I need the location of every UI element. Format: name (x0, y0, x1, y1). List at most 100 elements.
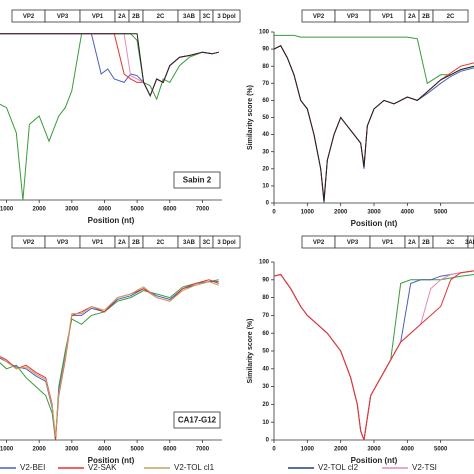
series-line (0, 33, 219, 98)
x-tick-label: 3000 (367, 210, 381, 216)
x-tick-label: 2000 (334, 210, 348, 216)
genome-label: 3 Dpol (217, 240, 236, 246)
y-tick-label: 30 (262, 149, 269, 155)
series-line (0, 281, 219, 437)
x-tick-label: 5000 (130, 207, 144, 213)
y-tick-label: 60 (262, 98, 269, 104)
panel-label-box (173, 411, 221, 429)
genome-segment (212, 235, 241, 249)
genome-label: 2C (447, 14, 455, 20)
x-tick-label: 0 (272, 447, 276, 453)
genome-label: 2B (422, 240, 430, 246)
y-tick-label: 0 (266, 201, 270, 207)
x-axis-label: Position (nt) (88, 456, 135, 465)
x-tick-label: 3000 (367, 447, 381, 453)
x-tick-label: 1000 (0, 207, 14, 213)
series-line (274, 34, 474, 85)
series-line (0, 33, 219, 98)
y-tick-label: 80 (262, 64, 269, 70)
y-tick-label: 90 (262, 47, 269, 53)
legend-label: V2-BEI (20, 463, 45, 472)
genome-segment (467, 235, 474, 249)
genome-segment (432, 9, 469, 23)
panel-label-box (173, 171, 221, 189)
x-tick-label: 4000 (401, 447, 415, 453)
plot (274, 270, 474, 441)
genome-segment (212, 9, 241, 23)
legend-label: V2-SAK (88, 463, 117, 472)
x-tick-label: 2000 (32, 447, 46, 453)
y-axis-label: Similarity score (%) (247, 319, 254, 384)
genome-label: 3C (203, 240, 211, 246)
genome-label: VP2 (313, 14, 325, 20)
y-tick-label: 60 (262, 331, 269, 337)
y-tick-label: 100 (259, 260, 270, 266)
y-axis-label: Similarity score (%) (247, 85, 254, 150)
x-tick-label: 5000 (434, 447, 448, 453)
y-tick-label: 40 (262, 366, 269, 372)
genome-label: 3AB (183, 14, 196, 20)
genome-label: VP1 (92, 240, 104, 246)
y-tick-label: 20 (262, 402, 269, 408)
x-tick-label: 5000 (434, 210, 448, 216)
series-line (274, 270, 474, 441)
x-tick-label: 1000 (301, 210, 315, 216)
x-tick-label: 4000 (401, 210, 415, 216)
genome-label: 3 Dpol (217, 14, 236, 20)
y-tick-label: 80 (262, 295, 269, 301)
genome-label: VP1 (92, 14, 104, 20)
genome-label: 2A (118, 14, 126, 20)
genome-label: 2C (157, 240, 165, 246)
genome-label: VP2 (23, 14, 35, 20)
series-line (0, 279, 219, 441)
genome-label: 3AB (465, 240, 474, 246)
x-tick-label: 5000 (130, 447, 144, 453)
genome-label: VP2 (313, 240, 325, 246)
y-tick-label: 10 (262, 420, 269, 426)
genome-label: VP1 (382, 240, 394, 246)
x-tick-label: 4000 (98, 447, 112, 453)
y-tick-label: 50 (262, 349, 269, 355)
y-tick-label: 10 (262, 183, 269, 189)
genome-label: 2B (422, 14, 430, 20)
y-tick-label: 30 (262, 384, 269, 390)
x-tick-label: 7000 (196, 447, 210, 453)
x-tick-label: 1000 (0, 447, 14, 453)
genome-label: VP3 (347, 14, 359, 20)
genome-label: 2C (447, 240, 455, 246)
x-tick-label: 4000 (98, 207, 112, 213)
series-line (274, 273, 474, 441)
x-tick-label: 6000 (163, 207, 177, 213)
genome-label: 3AB (183, 240, 196, 246)
series-line (0, 281, 219, 441)
series-line (274, 45, 474, 200)
genome-label: VP1 (382, 14, 394, 20)
x-tick-label: 0 (272, 210, 276, 216)
x-tick-label: 6000 (163, 447, 177, 453)
genome-label: VP3 (347, 240, 359, 246)
y-tick-label: 70 (262, 81, 269, 87)
y-tick-label: 70 (262, 313, 269, 319)
x-tick-label: 2000 (334, 447, 348, 453)
genome-label: VP2 (23, 240, 35, 246)
x-axis-label: Position (nt) (351, 456, 398, 465)
y-tick-label: 50 (262, 115, 269, 121)
genome-label: VP3 (57, 240, 69, 246)
genome-label: 2B (132, 240, 140, 246)
genome-label: 2B (132, 14, 140, 20)
y-tick-label: 100 (259, 30, 270, 36)
panel-label: Sabin 2 (183, 176, 212, 185)
series-line (274, 45, 474, 204)
legend-label: V2-TOL cl2 (318, 463, 359, 472)
genome-label: 2A (408, 14, 416, 20)
plot (0, 33, 219, 201)
legend-label: V2-TOL cl1 (174, 463, 215, 472)
genome-label: 2A (408, 240, 416, 246)
genome-label: 2A (118, 240, 126, 246)
x-axis-label: Position (nt) (351, 219, 398, 228)
y-tick-label: 90 (262, 277, 269, 283)
series-line (0, 33, 219, 98)
x-tick-label: 7000 (196, 207, 210, 213)
series-line (274, 45, 474, 202)
